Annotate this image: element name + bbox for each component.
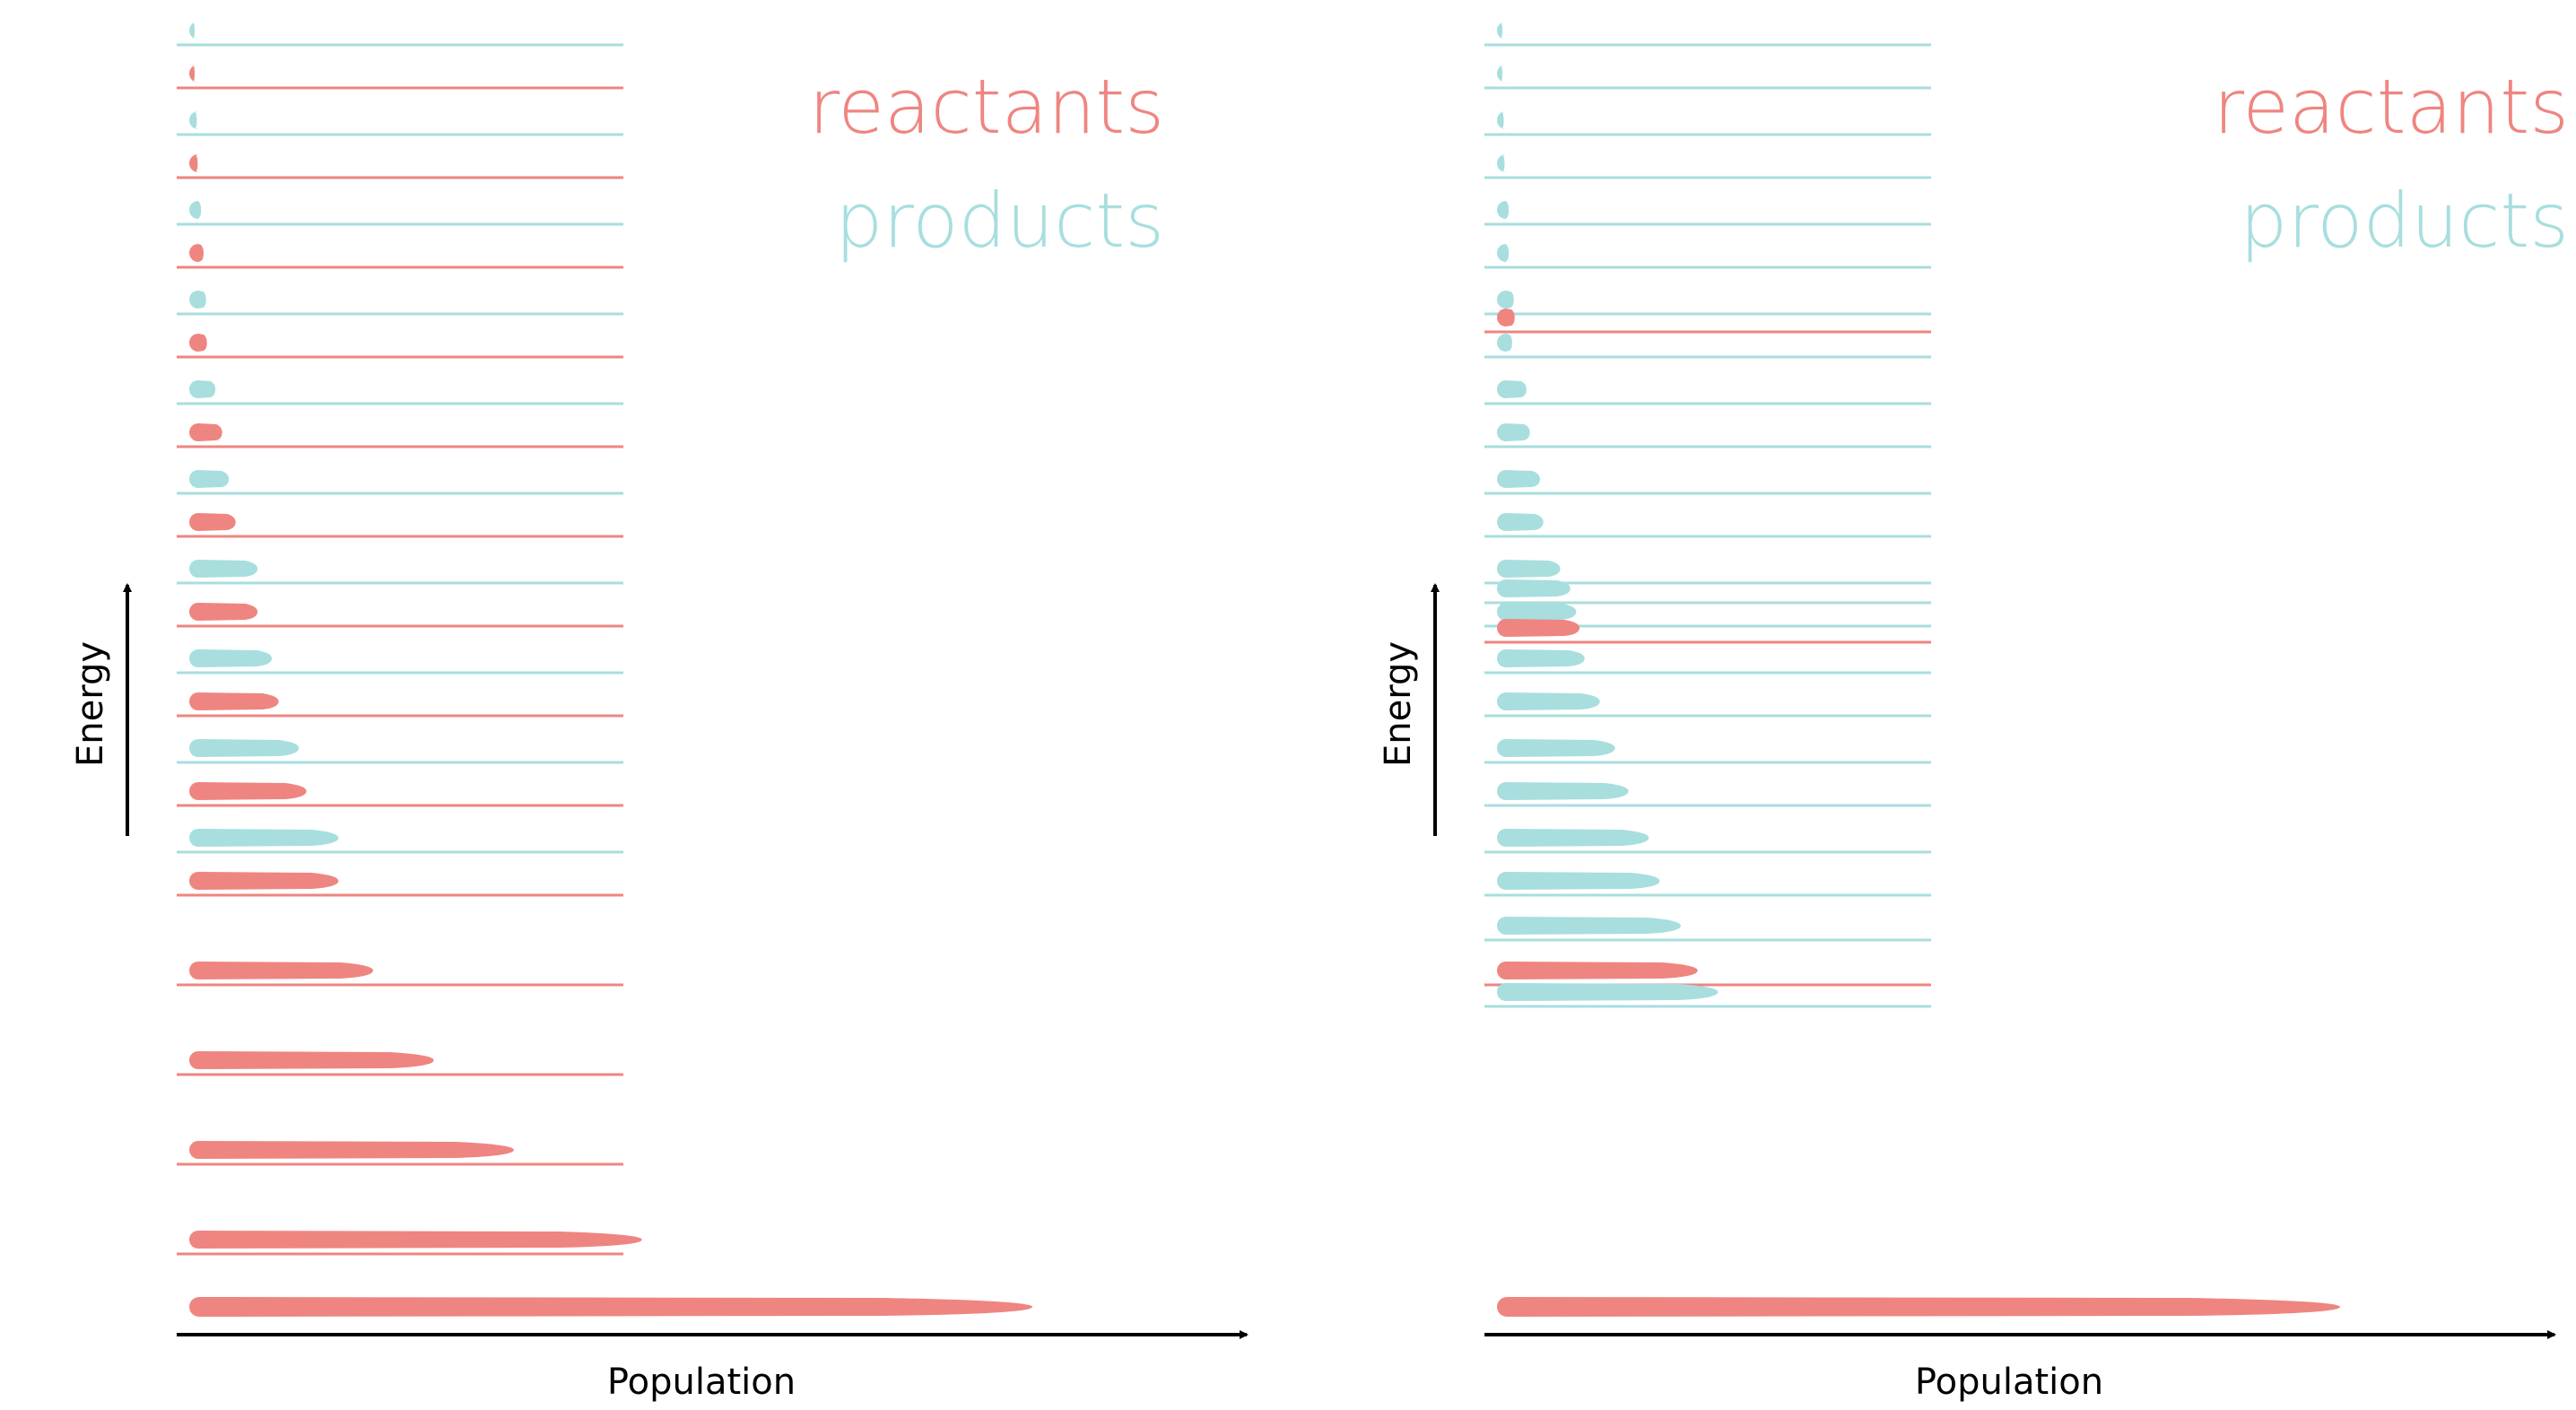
left-population-bar-reactants <box>189 513 236 531</box>
right-population-bar-products <box>1497 380 1527 398</box>
left-population-bar-reactants <box>189 65 198 83</box>
left-energy-levels <box>177 43 623 1256</box>
left-population-bar-products <box>189 22 198 39</box>
right-population-bars <box>1497 22 2340 1317</box>
right-energy-levels <box>1484 43 1931 1008</box>
left-population-bar-reactants <box>189 872 339 890</box>
right-legend-products: products <box>2240 177 2569 265</box>
right-population-bar-products <box>1497 692 1600 710</box>
right-population-bar-products <box>1497 291 1514 309</box>
right-population-bar-products <box>1497 829 1649 847</box>
left-population-bar-reactants <box>189 423 222 441</box>
right-population-bar-products <box>1497 649 1585 667</box>
left-population-bar-reactants <box>189 244 204 262</box>
right-panel: reactants products Population Energy <box>1378 22 2569 1403</box>
right-population-bar-products <box>1497 872 1660 890</box>
right-population-bar-reactants <box>1497 619 1580 637</box>
right-population-bar-reactants <box>1497 309 1515 326</box>
right-y-axis-label: Energy <box>1378 641 1419 767</box>
left-population-bar-reactants <box>189 1051 434 1069</box>
left-population-bar-products <box>189 201 202 219</box>
right-population-bar-products <box>1497 244 1510 262</box>
left-population-bar-products <box>189 829 339 847</box>
right-population-bar-products <box>1497 739 1615 757</box>
left-population-bar-reactants <box>189 334 207 352</box>
left-population-bar-reactants <box>189 603 258 621</box>
right-legend-reactants: reactants <box>2214 63 2569 151</box>
left-x-axis-label: Population <box>607 1362 796 1403</box>
right-population-bar-products <box>1497 560 1561 578</box>
right-population-bar-products <box>1497 423 1530 441</box>
right-population-bar-products <box>1497 201 1510 219</box>
right-population-bar-reactants <box>1497 1297 2340 1317</box>
left-population-bar-products <box>189 291 206 309</box>
left-population-bar-reactants <box>189 1141 514 1159</box>
left-population-bar-reactants <box>189 1231 642 1249</box>
left-population-bar-products <box>189 739 300 757</box>
right-population-bar-products <box>1497 22 1506 39</box>
right-population-bar-products <box>1497 470 1540 488</box>
right-population-bar-reactants <box>1497 962 1698 979</box>
right-population-bar-products <box>1497 782 1629 800</box>
right-population-bar-products <box>1497 65 1506 83</box>
right-population-bar-products <box>1497 579 1571 597</box>
right-population-bar-products <box>1497 603 1577 621</box>
right-population-bar-products <box>1497 154 1506 172</box>
left-population-bar-products <box>189 380 216 398</box>
left-population-bars <box>189 22 1032 1317</box>
left-population-bar-reactants <box>189 962 373 979</box>
right-population-bar-products <box>1497 983 1719 1001</box>
left-population-bar-products <box>189 560 258 578</box>
left-population-bar-products <box>189 111 198 129</box>
left-population-bar-reactants <box>189 1297 1032 1317</box>
left-legend-reactants: reactants <box>809 63 1164 151</box>
left-panel: reactants products Population Energy <box>70 22 1249 1403</box>
left-legend-products: products <box>835 177 1164 265</box>
left-y-axis-label: Energy <box>70 641 111 767</box>
left-population-bar-reactants <box>189 692 279 710</box>
right-x-axis-label: Population <box>1915 1362 2103 1403</box>
right-population-bar-products <box>1497 513 1544 531</box>
left-population-bar-products <box>189 649 273 667</box>
left-population-bar-reactants <box>189 154 198 172</box>
left-population-bar-products <box>189 470 230 488</box>
left-population-bar-reactants <box>189 782 307 800</box>
right-population-bar-products <box>1497 111 1506 129</box>
right-population-bar-products <box>1497 917 1681 935</box>
right-population-bar-products <box>1497 334 1512 352</box>
